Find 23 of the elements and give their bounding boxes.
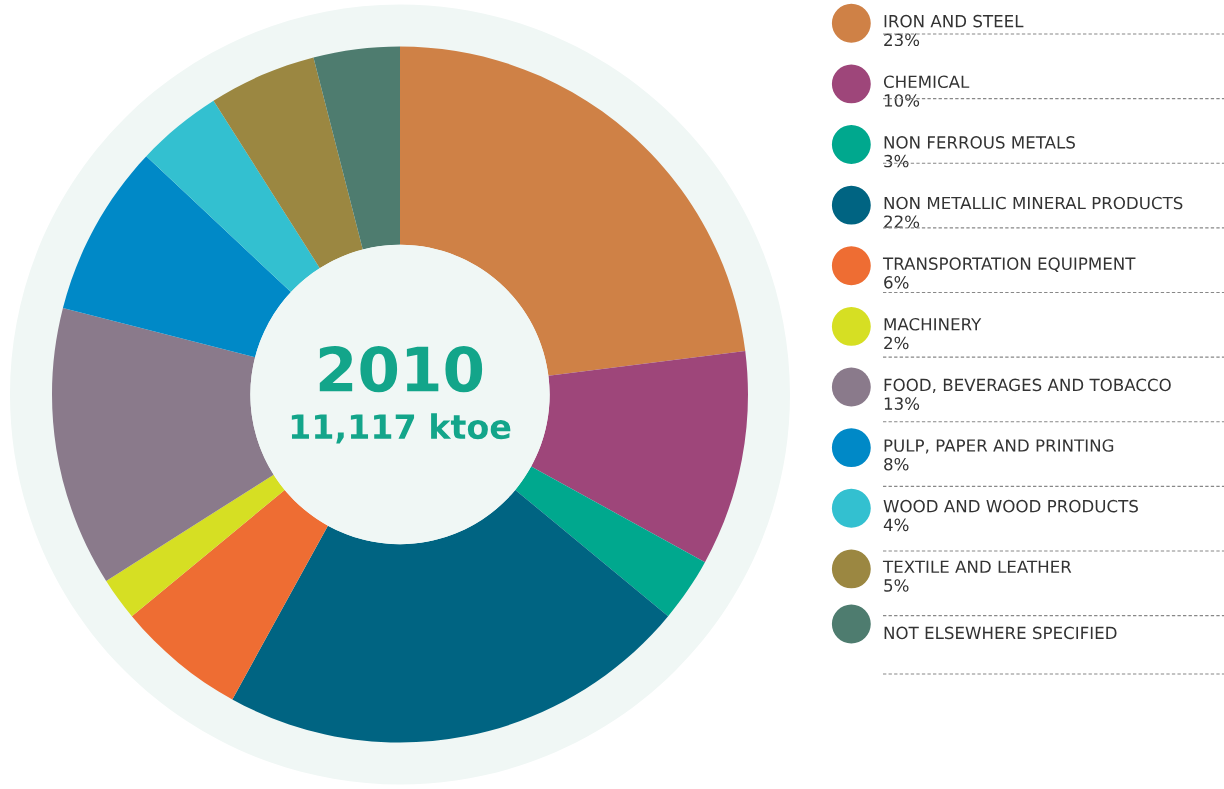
- data-label: 3%: [884, 154, 909, 168]
- legend-label: NON FERROUS METALS: [884, 136, 1075, 149]
- data-label: 22%: [884, 215, 920, 228]
- legend-label: TEXTILE AND LEATHER: [882, 560, 1072, 573]
- legend-label: NOT ELSEWHERE SPECIFIED: [884, 626, 1117, 640]
- legend-label: NON METALLIC MINERAL PRODUCTS: [884, 196, 1183, 210]
- legend-label: IRON AND STEEL: [884, 14, 1024, 28]
- text: 11,117 ktoe: [291, 413, 511, 444]
- legend-label: FOOD, BEVERAGES AND TOBACCO: [884, 378, 1171, 393]
- data-label: 4%: [883, 518, 909, 532]
- legend-label: MACHINERY: [884, 317, 982, 331]
- legend-label: PULP, PAPER AND PRINTING: [884, 439, 1114, 454]
- legend-label: TRANSPORTATION EQUIPMENT: [882, 257, 1136, 272]
- data-label: 5%: [884, 579, 909, 592]
- legend-label: WOOD AND WOOD PRODUCTS: [883, 499, 1138, 513]
- data-label: 23%: [884, 33, 920, 47]
- data-label: 2%: [884, 336, 909, 350]
- data-label: 10%: [884, 94, 920, 107]
- text: 2010: [319, 346, 483, 393]
- data-label: 8%: [884, 457, 909, 471]
- legend-label: CHEMICAL: [883, 75, 970, 89]
- data-label: 6%: [884, 276, 909, 289]
- data-label: 13%: [884, 397, 920, 410]
